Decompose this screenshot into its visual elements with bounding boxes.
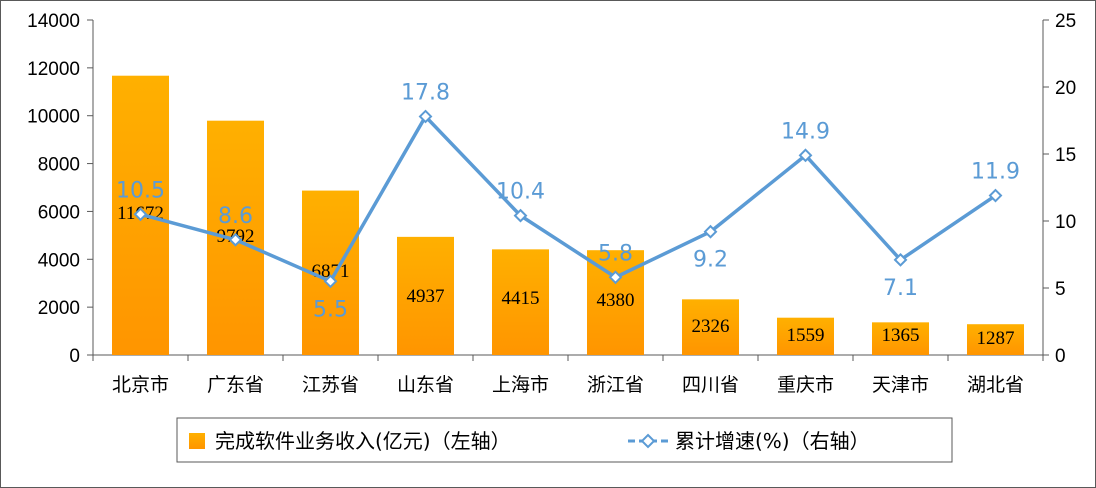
bar-data-label: 1287 bbox=[977, 328, 1015, 349]
line-point bbox=[418, 109, 433, 124]
line-point bbox=[228, 232, 243, 247]
legend-label-line: 累计增速(%)（右轴） bbox=[675, 429, 870, 453]
line-point bbox=[703, 224, 718, 239]
line-point bbox=[323, 274, 338, 289]
line-data-label: 5.8 bbox=[598, 241, 633, 266]
y-left-tick-label: 4000 bbox=[38, 250, 80, 271]
x-tick-label: 天津市 bbox=[872, 374, 929, 396]
y-left-tick-label: 12000 bbox=[27, 59, 80, 80]
x-tick-label: 浙江省 bbox=[587, 374, 644, 396]
bar bbox=[397, 236, 454, 355]
y-left-tick-label: 2000 bbox=[38, 298, 80, 319]
line-point bbox=[608, 270, 623, 285]
x-tick-label: 山东省 bbox=[397, 374, 454, 396]
y-right-tick-label: 20 bbox=[1055, 78, 1076, 99]
bar bbox=[872, 322, 929, 355]
line-point bbox=[988, 188, 1003, 203]
line-data-label: 17.8 bbox=[401, 80, 450, 105]
legend: 完成软件业务收入(亿元)（左轴） 累计增速(%)（右轴） bbox=[176, 417, 953, 463]
x-tick-label: 四川省 bbox=[682, 374, 739, 396]
legend-swatch-bar bbox=[189, 433, 205, 449]
line-data-label: 8.6 bbox=[218, 204, 253, 229]
line-data-label: 10.4 bbox=[496, 180, 545, 205]
y-left-tick-label: 14000 bbox=[27, 11, 80, 32]
line-data-label: 5.5 bbox=[313, 297, 348, 322]
bar-data-label: 1559 bbox=[787, 325, 825, 346]
line-point bbox=[513, 208, 528, 223]
bar-data-label: 4415 bbox=[502, 288, 540, 309]
legend-label-bar: 完成软件业务收入(亿元)（左轴） bbox=[215, 429, 511, 453]
legend-swatch-marker bbox=[640, 433, 656, 449]
y-left-tick-label: 0 bbox=[69, 346, 80, 367]
line-data-label: 14.9 bbox=[781, 119, 830, 144]
line-data-label: 10.5 bbox=[116, 178, 165, 203]
bar-data-label: 2326 bbox=[692, 316, 730, 337]
y-right-tick-label: 25 bbox=[1055, 11, 1076, 32]
bar bbox=[492, 249, 549, 355]
y-left-tick-label: 8000 bbox=[38, 155, 80, 176]
x-tick-label: 湖北省 bbox=[967, 374, 1024, 396]
line-data-label: 9.2 bbox=[693, 248, 728, 273]
x-tick-label: 重庆市 bbox=[777, 374, 834, 396]
x-tick-label: 北京市 bbox=[112, 374, 169, 396]
bar-data-label: 4380 bbox=[597, 290, 635, 311]
line-data-label: 7.1 bbox=[883, 276, 918, 301]
y-right-tick-label: 5 bbox=[1055, 279, 1066, 300]
y-left-tick-label: 6000 bbox=[38, 202, 80, 223]
growth-line bbox=[140, 114, 997, 284]
y-right-tick-label: 15 bbox=[1055, 145, 1076, 166]
y-right-tick-label: 0 bbox=[1055, 346, 1066, 367]
line-point bbox=[798, 148, 813, 163]
line-data-label: 11.9 bbox=[971, 160, 1020, 185]
x-tick-label: 广东省 bbox=[207, 374, 264, 396]
line-point bbox=[893, 252, 908, 267]
line-point bbox=[133, 207, 148, 222]
bar bbox=[967, 324, 1024, 355]
bar-data-label: 1365 bbox=[882, 325, 920, 346]
bar bbox=[777, 317, 834, 355]
y-right-tick-label: 10 bbox=[1055, 212, 1076, 233]
legend-box bbox=[176, 417, 953, 463]
bar bbox=[682, 299, 739, 355]
y-left-tick-label: 10000 bbox=[27, 107, 80, 128]
x-tick-label: 上海市 bbox=[492, 374, 549, 396]
bar-data-label: 4937 bbox=[407, 286, 445, 307]
x-tick-label: 江苏省 bbox=[302, 374, 359, 396]
